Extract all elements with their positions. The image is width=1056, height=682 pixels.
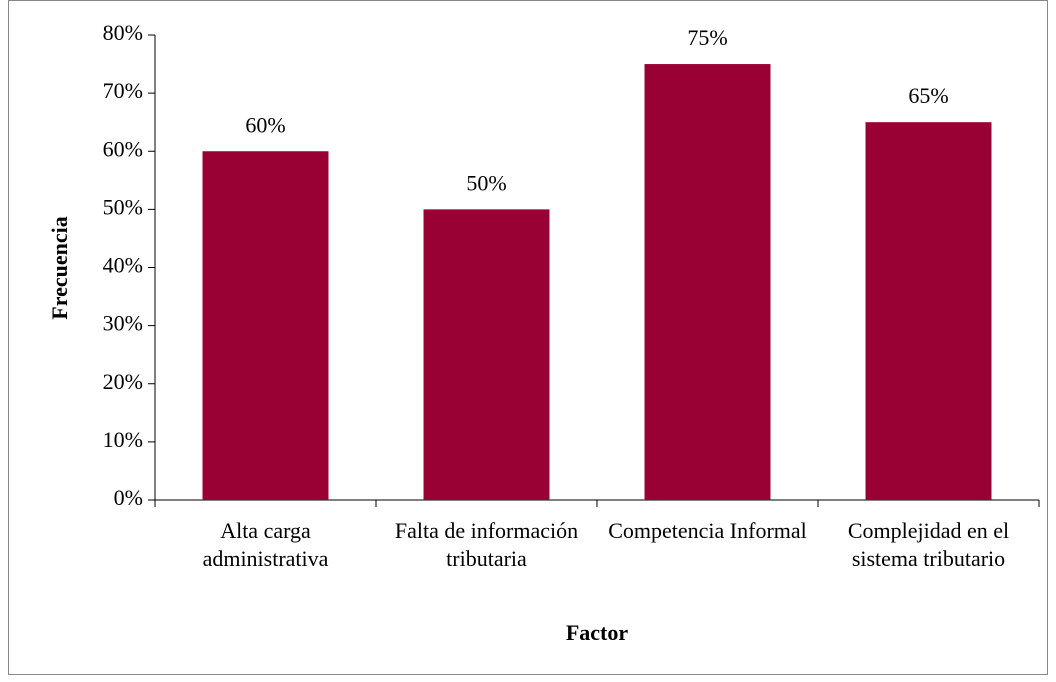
y-tick-label: 50% bbox=[103, 194, 143, 219]
x-tick-label: Complejidad en el sistema tributario bbox=[847, 518, 1010, 571]
data-label: 65% bbox=[908, 83, 948, 108]
y-tick-label: 30% bbox=[103, 311, 143, 336]
data-label: 50% bbox=[466, 170, 506, 195]
x-tick-label: Alta carga administrativa bbox=[202, 518, 329, 571]
y-axis-title: Frecuencia bbox=[47, 216, 72, 319]
bar bbox=[644, 64, 771, 500]
x-axis-title: Factor bbox=[565, 620, 629, 645]
y-tick-label: 40% bbox=[103, 253, 143, 278]
bar bbox=[423, 209, 550, 500]
y-tick-label: 70% bbox=[103, 78, 143, 103]
x-tick-label: Falta de información tributaria bbox=[394, 518, 579, 571]
y-tick-label: 60% bbox=[103, 136, 143, 161]
bar bbox=[865, 122, 992, 500]
bar bbox=[202, 151, 329, 500]
y-tick-label: 80% bbox=[103, 20, 143, 45]
y-tick-label: 20% bbox=[103, 369, 143, 394]
data-label: 75% bbox=[687, 25, 727, 50]
y-tick-label: 0% bbox=[114, 485, 143, 510]
x-tick-label: Competencia Informal bbox=[608, 518, 807, 543]
data-label: 60% bbox=[245, 112, 285, 137]
y-tick-label: 10% bbox=[103, 427, 143, 452]
